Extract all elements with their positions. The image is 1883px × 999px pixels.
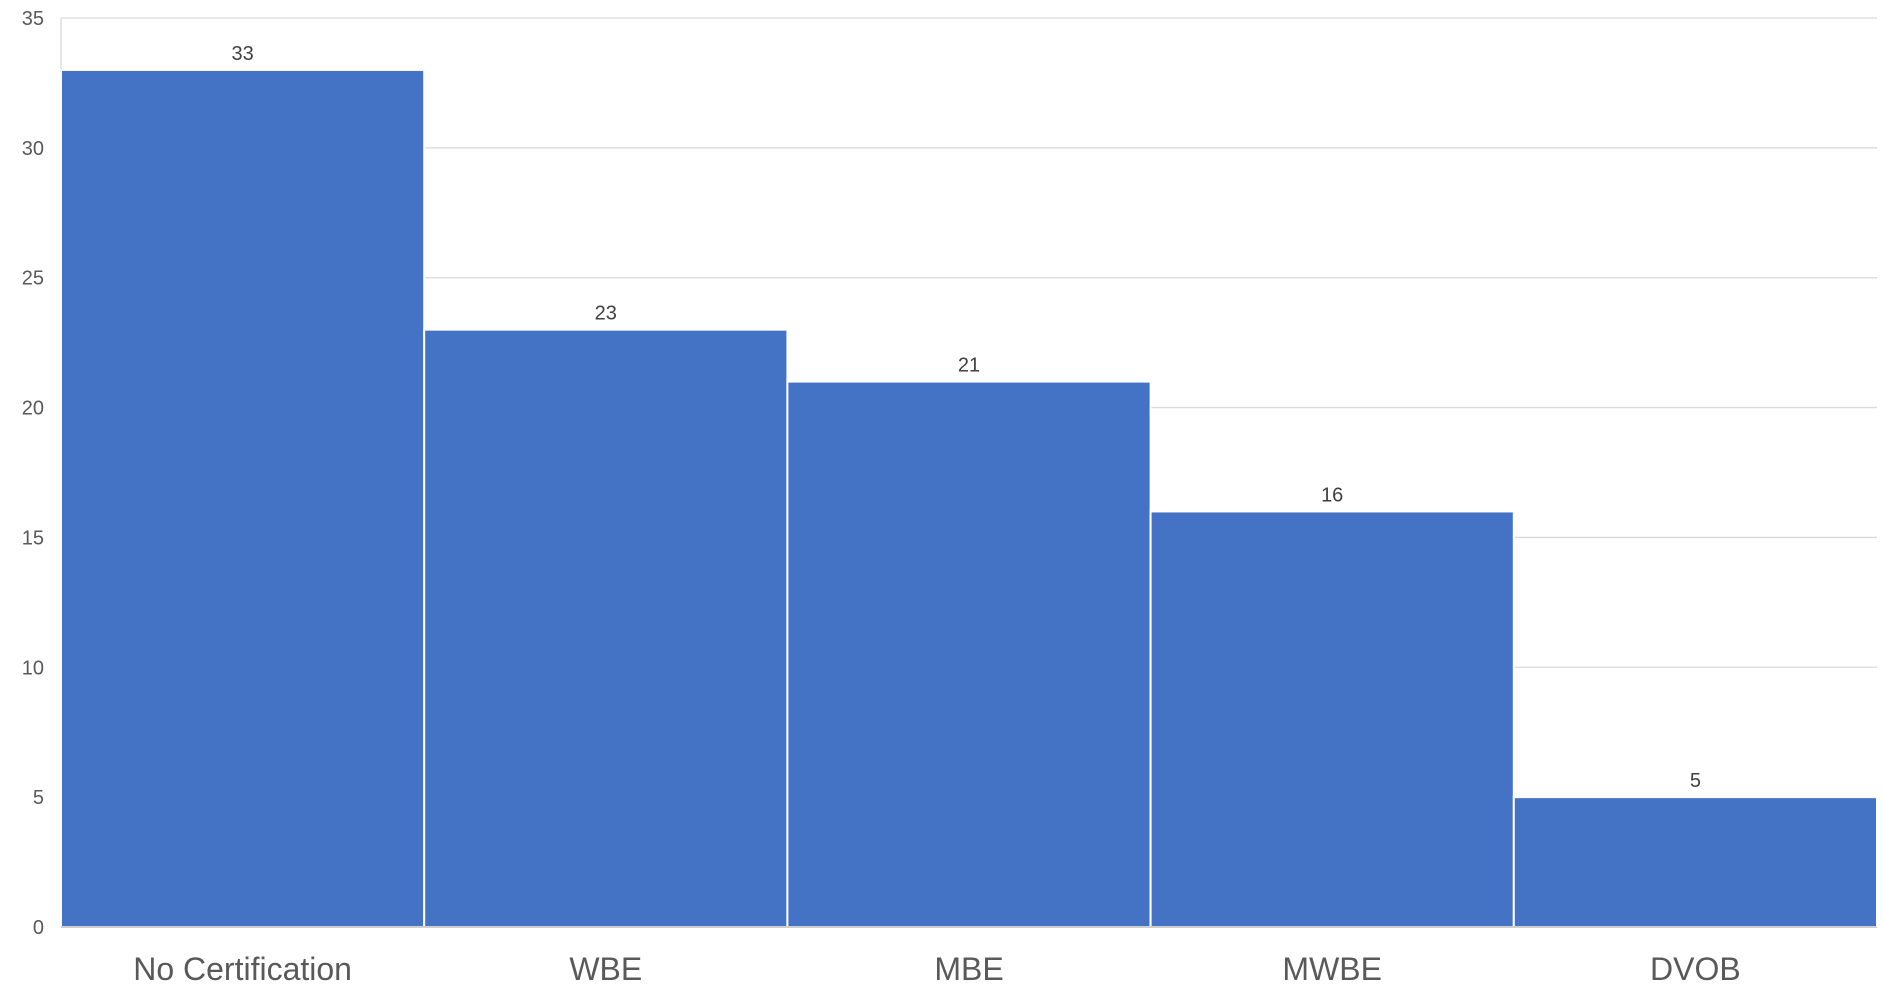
y-tick-label: 25 [22,268,44,290]
y-tick-label: 0 [33,917,44,939]
data-label: 21 [958,355,980,377]
y-tick-label: 5 [33,787,44,809]
y-tick-label: 20 [22,398,44,420]
data-label: 5 [1690,770,1701,792]
x-tick-label: MWBE [1282,951,1382,987]
bar-dvob [1512,796,1879,929]
y-tick-label: 15 [22,527,44,549]
data-labels: 33 23 21 16 5 [231,43,1700,792]
bar-mwbe [1149,510,1515,928]
data-label: 23 [595,303,617,325]
x-tick-label: MBE [934,951,1003,987]
bar-mbe [786,380,1152,929]
data-label: 33 [231,43,253,65]
y-tick-label: 30 [22,138,44,160]
data-label: 16 [1321,484,1343,506]
bar-wbe [423,328,789,928]
y-tick-label: 10 [22,657,44,679]
bar-no-certification [60,68,426,928]
bars [60,68,1879,929]
x-tick-label: DVOB [1650,951,1741,987]
x-axis-category-labels: No Certification WBE MBE MWBE DVOB [133,951,1741,987]
y-tick-label: 35 [22,8,44,30]
x-tick-label: No Certification [133,951,352,987]
x-tick-label: WBE [569,951,642,987]
y-axis-tick-labels: 0 5 10 15 20 25 30 35 [22,8,44,939]
